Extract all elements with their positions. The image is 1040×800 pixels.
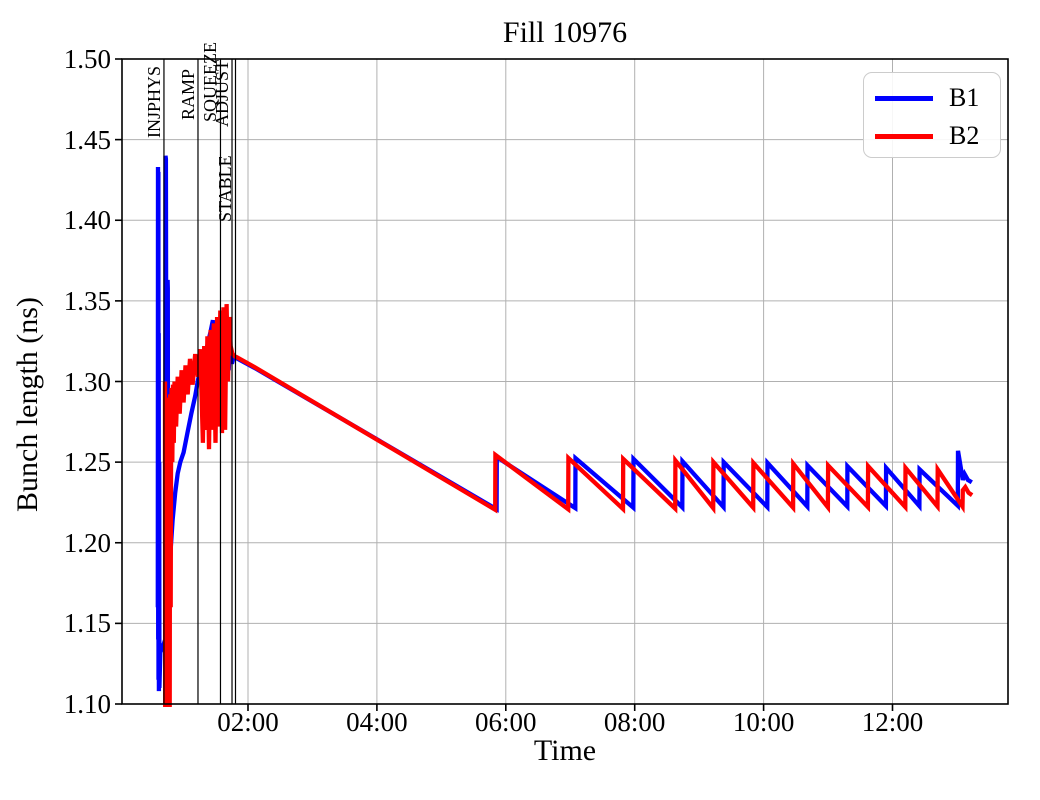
chart-title: Fill 10976 [502,16,628,49]
tick-marks [115,58,894,711]
x-tick-label: 02:00 [217,707,279,737]
y-tick-label: 1.40 [63,205,111,236]
mode-label-injphys: INJPHYS [143,65,164,138]
x-tick-label: 12:00 [861,707,924,737]
x-tick-label: 04:00 [346,707,408,737]
legend-entry-b2: B2 [875,117,1000,155]
x-tick-label: 08:00 [603,707,666,737]
x-tick-label: 06:00 [475,707,537,737]
y-tick-label: 1.50 [63,44,111,74]
beam-mode-lines [163,59,237,704]
legend-line-sample-b1 [875,95,933,101]
legend-label-b1: B1 [949,83,980,112]
series-layer [155,155,974,707]
series-b2-line [162,304,974,707]
legend-label-b2: B2 [949,121,980,150]
grid-layer [122,58,1008,705]
y-tick-label: 1.15 [63,608,111,639]
y-axis-label: Bunch length (ns) [11,297,44,512]
legend-line-sample-b2 [875,133,933,139]
y-tick-label: 1.45 [63,124,111,155]
legend-entry-b1: B1 [875,79,1000,117]
mode-label-stable: STABLE [215,155,236,222]
mode-label-adjust: ADJUST [212,59,233,127]
mode-label-ramp: RAMP [177,68,198,120]
x-tick-label: 10:00 [732,707,795,737]
y-tick-label: 1.35 [63,285,111,316]
y-tick-label: 1.10 [63,689,111,719]
y-tick-label: 1.25 [63,447,111,478]
legend-box: B1 B2 [863,72,1001,158]
series-b1-line [155,155,973,705]
y-tick-label: 1.30 [63,366,111,397]
y-tick-label: 1.20 [63,527,111,558]
x-axis-label: Time [533,734,597,767]
